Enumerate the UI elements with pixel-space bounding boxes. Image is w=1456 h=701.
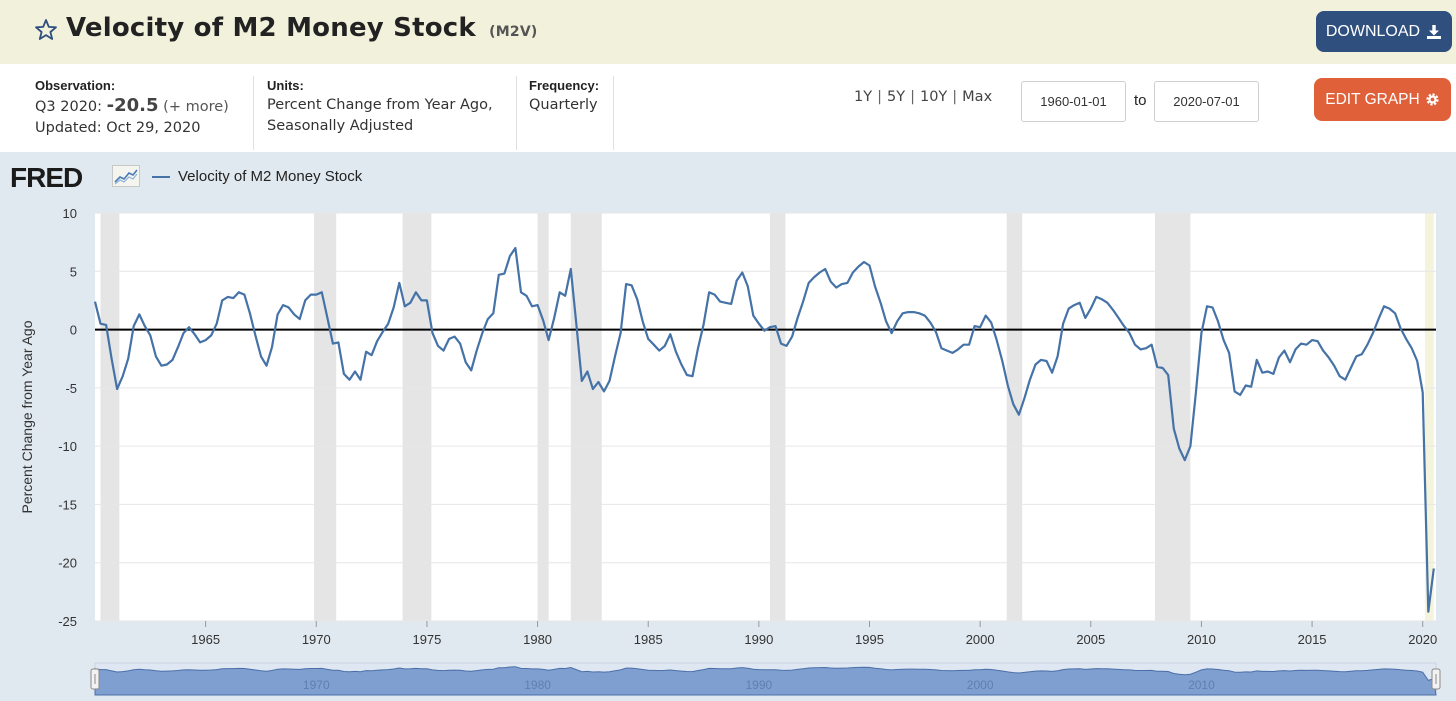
navigator-label: 1970	[303, 678, 330, 692]
y-tick-label: 5	[70, 264, 77, 279]
edit-graph-label: EDIT GRAPH	[1325, 90, 1420, 108]
divider	[613, 76, 614, 150]
units-block: Units: Percent Change from Year Ago, Sea…	[267, 78, 493, 137]
observation-block: Observation: Q3 2020: -20.5 (+ more) Upd…	[35, 78, 229, 139]
navigator-label: 2010	[1188, 678, 1215, 692]
fred-logo[interactable]: FRED	[10, 162, 83, 193]
x-tick-label: 2010	[1187, 632, 1216, 647]
range-selector: 1Y | 5Y | 10Y | Max	[854, 89, 993, 105]
recession-band	[402, 213, 432, 621]
title-bar: Velocity of M2 Money Stock (M2V) DOWNLOA…	[0, 0, 1456, 64]
edit-graph-button[interactable]: EDIT GRAPH	[1314, 78, 1451, 121]
x-tick-label: 1990	[744, 632, 773, 647]
legend-label: Velocity of M2 Money Stock	[178, 168, 363, 185]
navigator-series	[94, 666, 1437, 696]
y-tick-label: -5	[65, 381, 77, 396]
units-label: Units:	[267, 78, 304, 93]
divider	[516, 76, 517, 150]
observation-value: -20.5	[106, 95, 159, 116]
y-tick-label: 0	[70, 323, 77, 338]
series-id: (M2V)	[489, 24, 538, 40]
recession-band	[100, 213, 120, 621]
download-label: DOWNLOAD	[1325, 22, 1421, 40]
units-line-2: Seasonally Adjusted	[267, 118, 414, 134]
end-date-input[interactable]: 2020-07-01	[1154, 81, 1259, 122]
velocity-chart: 10 5 0 -5 -10 -15 -20 -25 1965 1970 1975 1980 1985 19…	[19, 206, 1441, 696]
page-title: Velocity of M2 Money Stock (M2V)	[66, 13, 537, 43]
y-axis-label: Percent Change from Year Ago	[19, 320, 35, 513]
updated-date: Updated: Oct 29, 2020	[35, 120, 201, 136]
navigator-label: 1980	[524, 678, 551, 692]
fred-chart-icon	[112, 165, 140, 187]
range-5y[interactable]: 5Y	[886, 89, 906, 105]
y-tick-label: 10	[63, 206, 77, 221]
frequency-label: Frequency:	[529, 78, 600, 93]
x-tick-label: 1995	[855, 632, 884, 647]
navigator-label: 1990	[746, 678, 773, 692]
frequency-value: Quarterly	[529, 97, 598, 113]
x-tick-label: 2000	[966, 632, 995, 647]
to-label: to	[1134, 92, 1147, 109]
y-tick-label: -15	[58, 497, 77, 512]
recession-band	[314, 213, 337, 621]
y-tick-label: -25	[58, 614, 77, 629]
range-max[interactable]: Max	[962, 89, 993, 105]
download-icon	[1427, 24, 1442, 39]
series-title: Velocity of M2 Money Stock	[66, 13, 476, 43]
observation-label: Observation:	[35, 78, 116, 93]
y-tick-label: -20	[58, 556, 77, 571]
more-link[interactable]: (+ more)	[163, 99, 229, 115]
download-button[interactable]: DOWNLOAD	[1316, 11, 1452, 52]
range-1y[interactable]: 1Y	[854, 89, 873, 105]
info-bar: Observation: Q3 2020: -20.5 (+ more) Upd…	[0, 64, 1456, 152]
plot-area	[95, 213, 1436, 621]
recession-band	[769, 213, 786, 621]
x-tick-label: 1975	[412, 632, 441, 647]
x-tick-label: 1965	[191, 632, 220, 647]
chart-legend: Velocity of M2 Money Stock	[152, 168, 362, 185]
x-tick-label: 2005	[1076, 632, 1105, 647]
x-tick-label: 1980	[523, 632, 552, 647]
recession-band	[1424, 213, 1434, 621]
recession-band	[570, 213, 602, 621]
observation-period: Q3 2020:	[35, 99, 103, 115]
x-tick-label: 1985	[634, 632, 663, 647]
recession-band	[537, 213, 549, 621]
series-line	[93, 246, 1435, 613]
frequency-block: Frequency: Quarterly	[529, 78, 599, 116]
range-10y[interactable]: 10Y	[919, 89, 948, 105]
x-tick-label: 2020	[1408, 632, 1437, 647]
x-tick-label: 2015	[1298, 632, 1327, 647]
legend-swatch	[152, 175, 170, 178]
units-line-1: Percent Change from Year Ago,	[267, 97, 493, 113]
gear-icon	[1426, 93, 1439, 106]
x-tick-label: 1970	[302, 632, 331, 647]
start-date-input[interactable]: 1960-01-01	[1021, 81, 1126, 122]
star-icon[interactable]	[34, 18, 58, 42]
divider	[253, 76, 254, 150]
navigator-label: 2000	[967, 678, 994, 692]
recession-band	[1006, 213, 1023, 621]
y-tick-label: -10	[58, 439, 77, 454]
